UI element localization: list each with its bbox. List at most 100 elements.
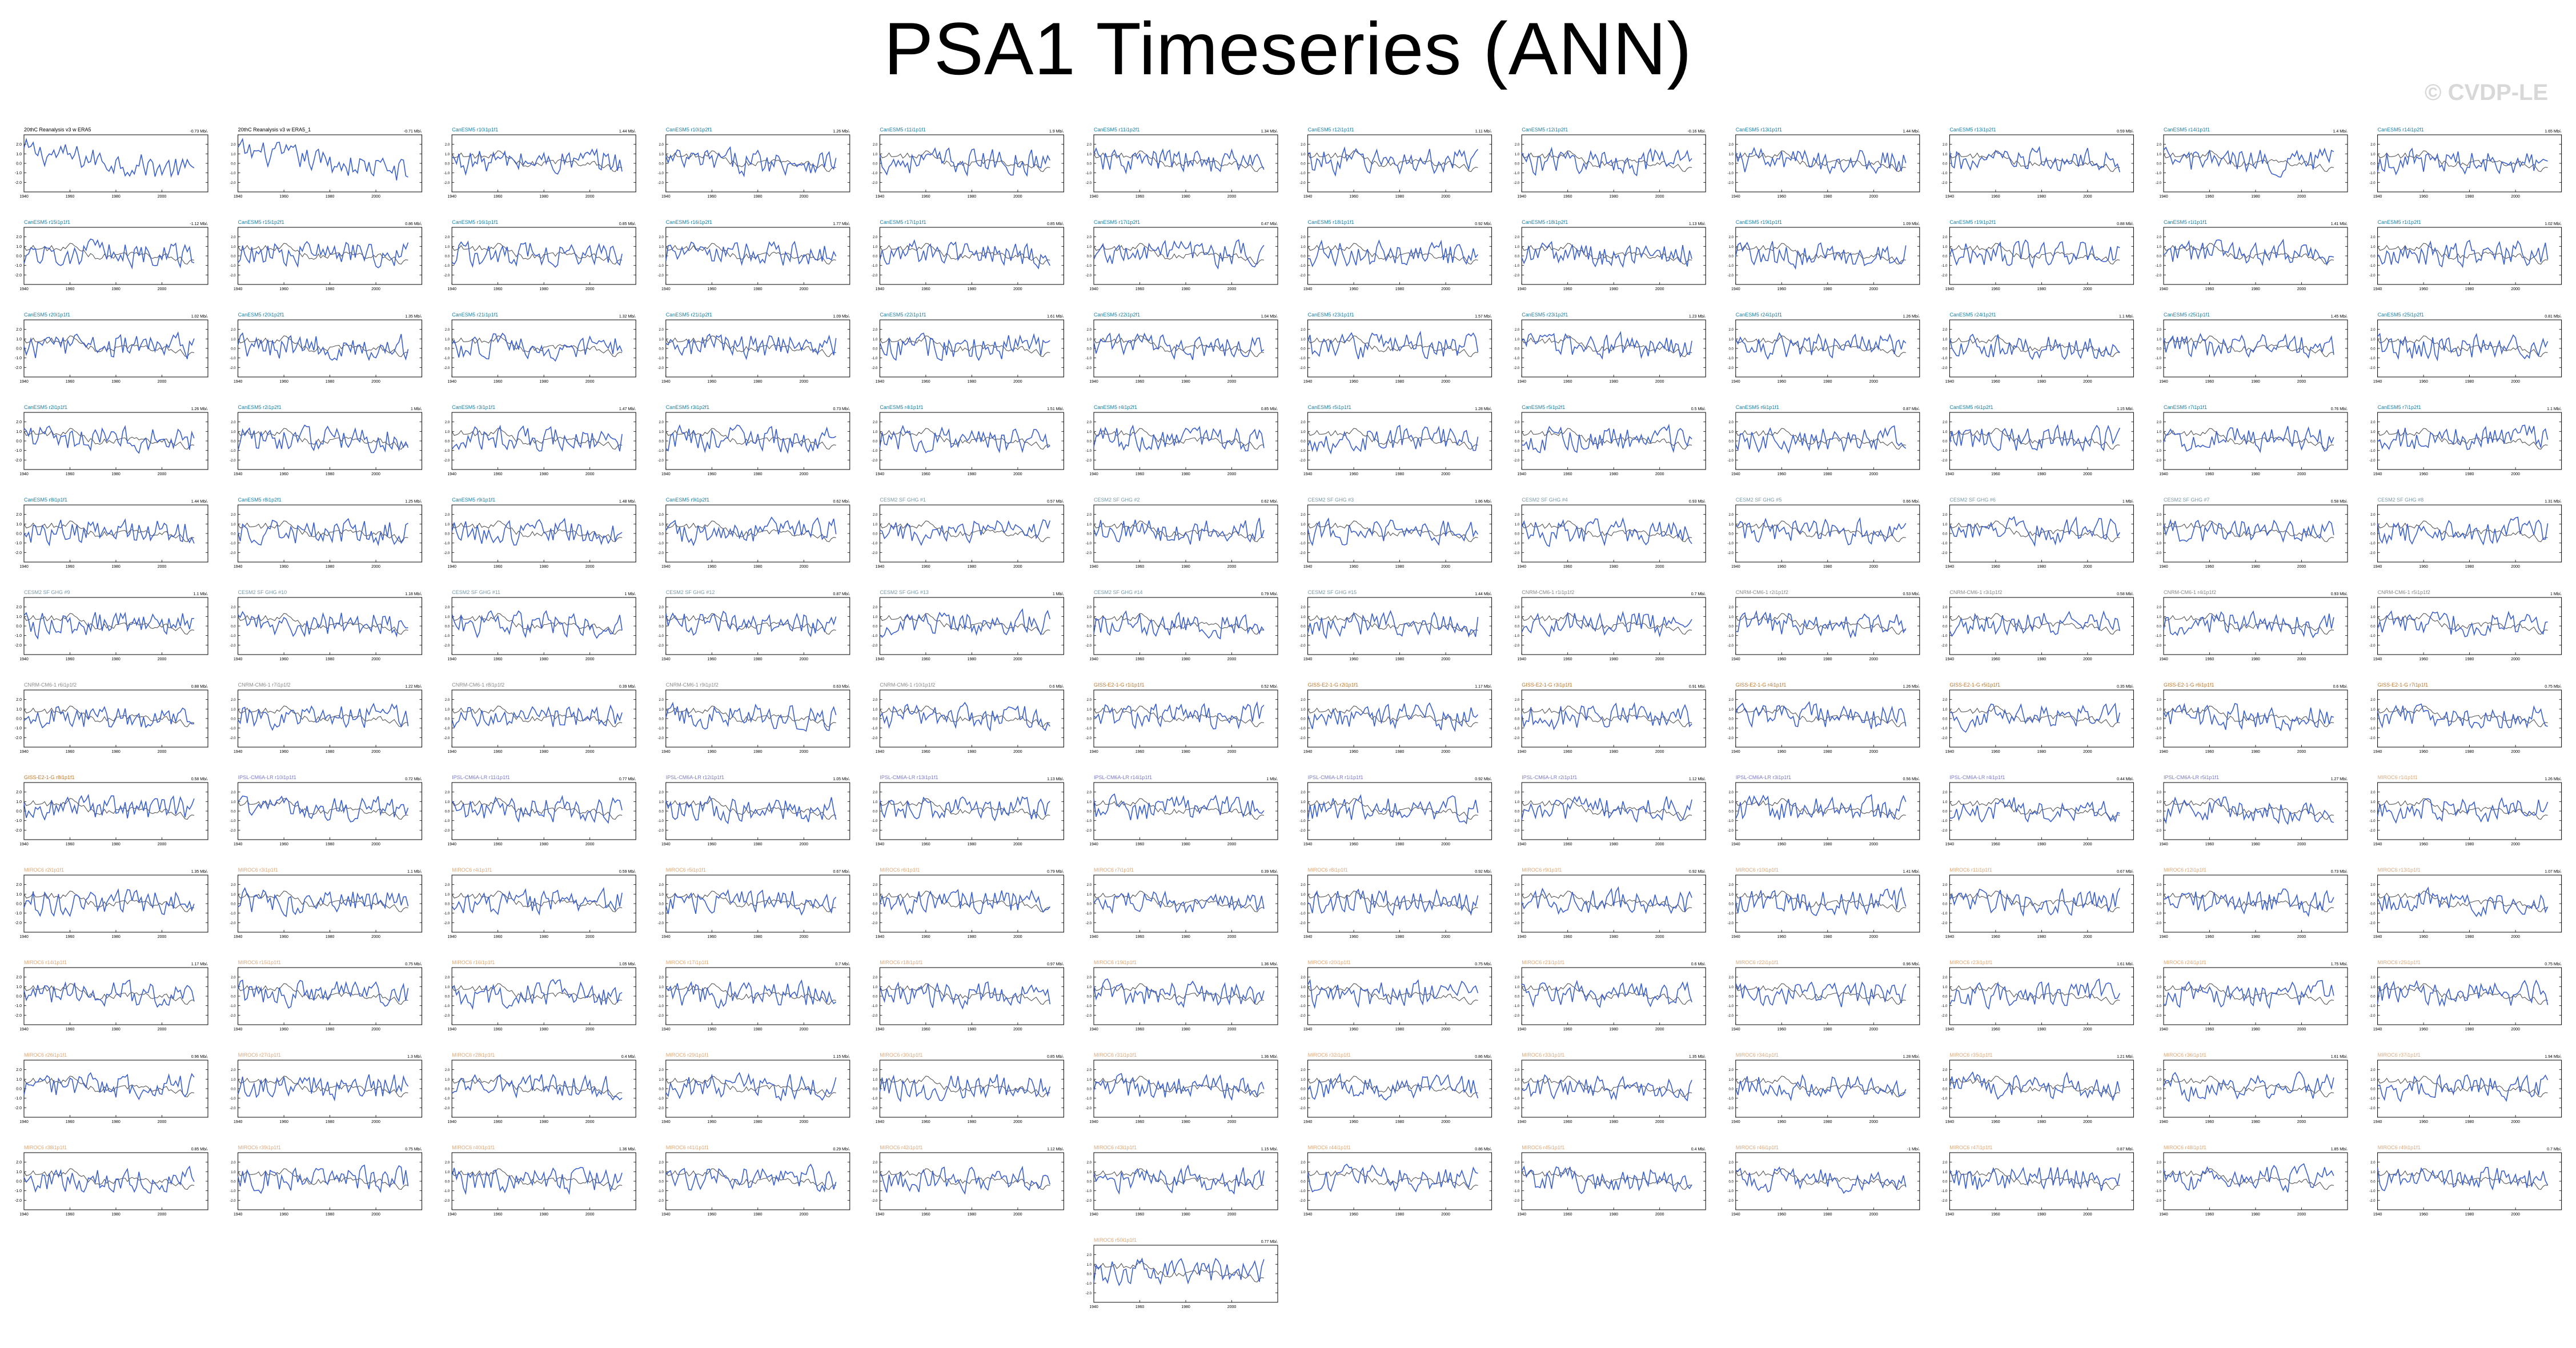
x-tick-label: 1960	[279, 842, 288, 846]
model-series-line	[2377, 147, 2548, 176]
x-tick-label: 1940	[1089, 1305, 1098, 1309]
panel-title: CanESM5 r9i1p1f1	[452, 497, 495, 503]
x-tick-label: 2000	[2297, 842, 2306, 846]
y-tick-label: -1.0	[1299, 542, 1306, 545]
y-tick-label: -2.0	[657, 1014, 664, 1018]
panel: CNRM-CM6-1 r6i1p1f2 0.88 Mb/ₜ2.01.00.0-1.…	[15, 682, 208, 754]
x-tick-label: 1980	[326, 565, 335, 569]
x-tick-label: 1940	[1089, 287, 1098, 291]
panel-trend-label: 1.26 Mb/ₜ	[833, 130, 849, 134]
y-tick-label: 1.0	[873, 153, 878, 157]
y-tick-label: 2.0	[1728, 1069, 1734, 1072]
panel-trend-label: 1.44 Mb/ₜ	[1475, 592, 1491, 596]
x-tick-label: 1960	[1991, 195, 2000, 199]
panel: MIROC6 r41i1p1f1 0.29 Mb/ₜ2.01.00.0-1.0-2…	[657, 1145, 850, 1217]
panel-frame	[1735, 134, 1920, 192]
y-tick-label: 2.0	[16, 513, 22, 517]
panel: CanESM5 r12i1p2f1 -0.16 Mb/ₜ2.01.00.0-1.0…	[1514, 127, 1706, 199]
model-series-line	[451, 1166, 623, 1195]
x-tick-label: 1980	[1609, 195, 1618, 199]
panel: MIROC6 r17i1p1f1 0.7 Mb/ₜ2.01.00.0-1.0-2.…	[657, 960, 850, 1032]
x-tick-label: 1980	[2251, 287, 2260, 291]
model-series-line	[1093, 424, 1265, 453]
panel-title: CanESM5 r3i1p2f1	[666, 404, 709, 410]
panel: MIROC6 r31i1p1f1 1.36 Mb/ₜ2.01.00.0-1.0-2…	[1086, 1052, 1278, 1124]
panel-frame	[23, 967, 208, 1025]
y-tick-label: 2.0	[2370, 606, 2376, 609]
x-tick-label: 1960	[66, 1120, 75, 1124]
y-tick-label: 0.0	[231, 533, 236, 536]
x-tick-label: 2000	[1013, 380, 1022, 384]
figure-title: PSA1 Timeseries (ANN)	[884, 7, 1692, 90]
panel-trend-label: 1 Mb/ₜ	[625, 592, 636, 596]
panel-title: MIROC6 r6i1p1f1	[880, 867, 920, 873]
panel: MIROC6 r43i1p1f1 1.15 Mb/ₜ2.01.00.0-1.0-2…	[1086, 1145, 1278, 1217]
x-tick-label: 2000	[2511, 842, 2520, 846]
y-tick-label: -2.0	[1514, 274, 1520, 278]
x-tick-label: 1960	[279, 565, 288, 569]
x-tick-label: 1940	[1945, 750, 1955, 754]
y-tick-label: 1.0	[2370, 801, 2376, 804]
x-tick-label: 1940	[2373, 1028, 2382, 1032]
y-tick-label: -2.0	[1514, 829, 1520, 833]
x-tick-label: 1940	[1089, 380, 1098, 384]
x-tick-label: 1960	[1777, 472, 1787, 476]
y-tick-label: 1.0	[2370, 708, 2376, 712]
panel: MIROC6 r37i1p1f1 1.94 Mb/ₜ2.01.00.0-1.0-2…	[2369, 1052, 2562, 1124]
y-tick-label: -1.0	[2156, 727, 2162, 731]
panel-frame	[1521, 504, 1706, 563]
x-tick-label: 1960	[1135, 195, 1145, 199]
panel-title: CNRM-CM6-1 r10i1p1f2	[880, 682, 935, 688]
panel-trend-label: 0.79 Mb/ₜ	[1261, 592, 1278, 596]
x-tick-label: 1980	[1609, 287, 1618, 291]
x-tick-label: 1980	[539, 657, 548, 661]
panel-title: CESM2 SF GHG #2	[1094, 497, 1140, 503]
y-tick-label: 0.0	[1943, 255, 1948, 259]
x-tick-label: 1940	[1303, 287, 1313, 291]
y-tick-label: 2.0	[445, 513, 450, 517]
panel-title: CanESM5 r8i1p1f1	[24, 497, 67, 503]
y-tick-label: -1.0	[15, 264, 22, 268]
x-tick-label: 2000	[585, 565, 595, 569]
y-tick-label: 0.0	[1301, 533, 1306, 536]
obs-series-line	[2163, 243, 2334, 265]
y-tick-label: -1.0	[1514, 172, 1520, 175]
y-tick-label: 0.0	[659, 163, 664, 166]
panel-title: MIROC6 r8i1p1f1	[1308, 867, 1348, 873]
model-series-line	[1093, 1164, 1265, 1195]
x-tick-label: 1940	[234, 750, 243, 754]
y-tick-label: 1.0	[2370, 523, 2376, 527]
y-tick-label: 1.0	[1943, 246, 1948, 249]
x-tick-label: 2000	[158, 935, 167, 939]
model-series-line	[1521, 517, 1692, 547]
model-series-line	[23, 1165, 195, 1194]
panel-trend-label: 1.11 Mb/ₜ	[1475, 130, 1492, 134]
x-tick-label: 1940	[876, 1213, 885, 1217]
x-tick-label: 2000	[2297, 380, 2306, 384]
panel: IPSL-CM6A-LR r1i1p1f1 0.92 Mb/ₜ2.01.00.0-…	[1299, 775, 1492, 846]
y-tick-label: 0.0	[1943, 163, 1948, 166]
y-tick-label: 2.0	[1301, 513, 1306, 517]
y-tick-label: -1.0	[1299, 1005, 1306, 1008]
x-tick-label: 1960	[2205, 472, 2214, 476]
panel-title: CanESM5 r19i1p2f1	[1949, 219, 1996, 225]
x-tick-label: 1980	[326, 1120, 335, 1124]
panel-trend-label: 1.17 Mb/ₜ	[191, 962, 208, 966]
x-tick-label: 1960	[279, 380, 288, 384]
obs-series-line	[2377, 890, 2548, 913]
x-tick-label: 1960	[1563, 287, 1572, 291]
obs-series-line	[238, 1168, 408, 1190]
y-tick-label: 2.0	[16, 328, 22, 332]
x-tick-label: 1960	[921, 935, 930, 939]
y-tick-label: -1.0	[444, 357, 450, 360]
y-tick-label: -1.0	[1086, 1097, 1092, 1101]
model-series-line	[879, 147, 1051, 177]
y-tick-label: -1.0	[444, 1097, 450, 1101]
y-tick-label: 2.0	[873, 884, 878, 887]
y-tick-label: 0.0	[873, 1181, 878, 1184]
y-tick-label: 1.0	[16, 708, 22, 712]
panel-trend-label: 0.88 Mb/ₜ	[191, 685, 208, 689]
model-series-line	[237, 979, 409, 1009]
y-tick-label: 0.0	[1943, 903, 1948, 906]
model-series-line	[665, 889, 837, 916]
